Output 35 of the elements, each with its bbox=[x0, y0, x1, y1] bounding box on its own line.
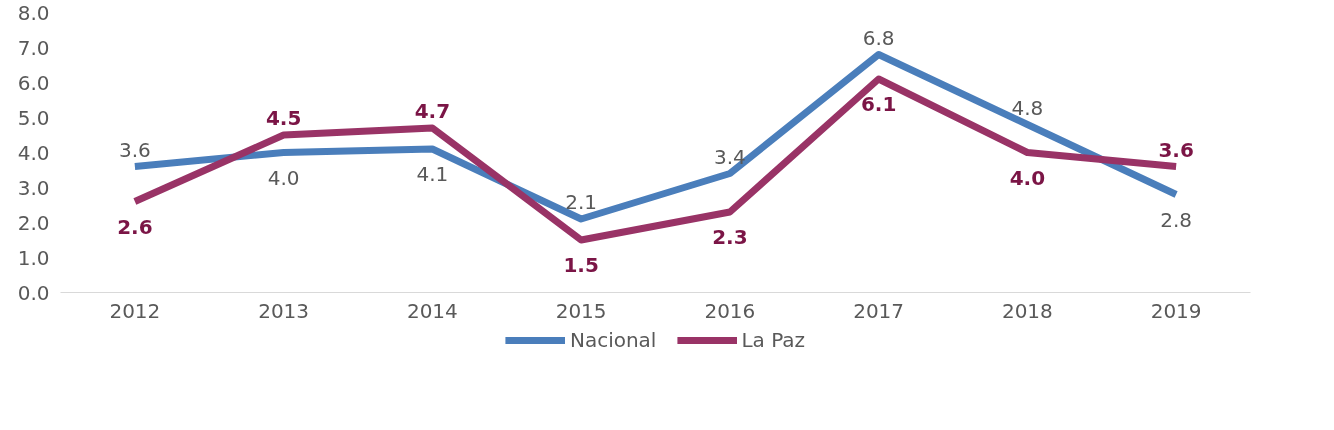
data-label: 3.6 bbox=[1158, 137, 1194, 162]
y-tick-label: 0.0 bbox=[17, 280, 50, 305]
data-label: 4.0 bbox=[1009, 165, 1046, 190]
data-label: 2.6 bbox=[117, 214, 153, 239]
y-tick-label: 7.0 bbox=[17, 35, 50, 60]
y-tick-label: 2.0 bbox=[17, 210, 50, 235]
data-label: 4.5 bbox=[265, 106, 302, 130]
y-tick-label: 5.0 bbox=[17, 105, 50, 130]
data-label: 2.3 bbox=[712, 225, 748, 249]
data-label: 4.0 bbox=[267, 165, 300, 190]
data-label: 2.8 bbox=[1160, 207, 1193, 232]
x-tick-label: 2012 bbox=[109, 298, 161, 323]
data-label: 2.1 bbox=[565, 190, 598, 214]
legend-label: Nacional bbox=[569, 328, 657, 352]
x-tick-label: 2017 bbox=[853, 298, 905, 323]
x-tick-label: 2018 bbox=[1001, 298, 1053, 323]
data-label: 6.8 bbox=[862, 25, 895, 50]
y-tick-label: 3.0 bbox=[17, 175, 50, 200]
data-label: 3.6 bbox=[118, 137, 151, 162]
data-label: 6.1 bbox=[860, 92, 897, 116]
y-tick-label: 6.0 bbox=[17, 70, 50, 95]
y-tick-label: 4.0 bbox=[17, 140, 50, 165]
x-tick-label: 2014 bbox=[406, 298, 458, 323]
data-label: 4.8 bbox=[1011, 95, 1044, 120]
data-label: 4.1 bbox=[416, 162, 449, 186]
x-tick-label: 2013 bbox=[258, 298, 310, 323]
data-label: 4.7 bbox=[414, 99, 451, 123]
data-label: 1.5 bbox=[563, 253, 599, 277]
x-tick-label: 2015 bbox=[555, 298, 607, 323]
data-label: 3.4 bbox=[713, 144, 746, 169]
x-tick-label: 2016 bbox=[704, 298, 756, 323]
y-tick-label: 8.0 bbox=[17, 0, 50, 25]
y-tick-label: 1.0 bbox=[17, 245, 50, 270]
legend-label: La Paz bbox=[741, 328, 806, 352]
x-tick-label: 2019 bbox=[1150, 298, 1202, 323]
